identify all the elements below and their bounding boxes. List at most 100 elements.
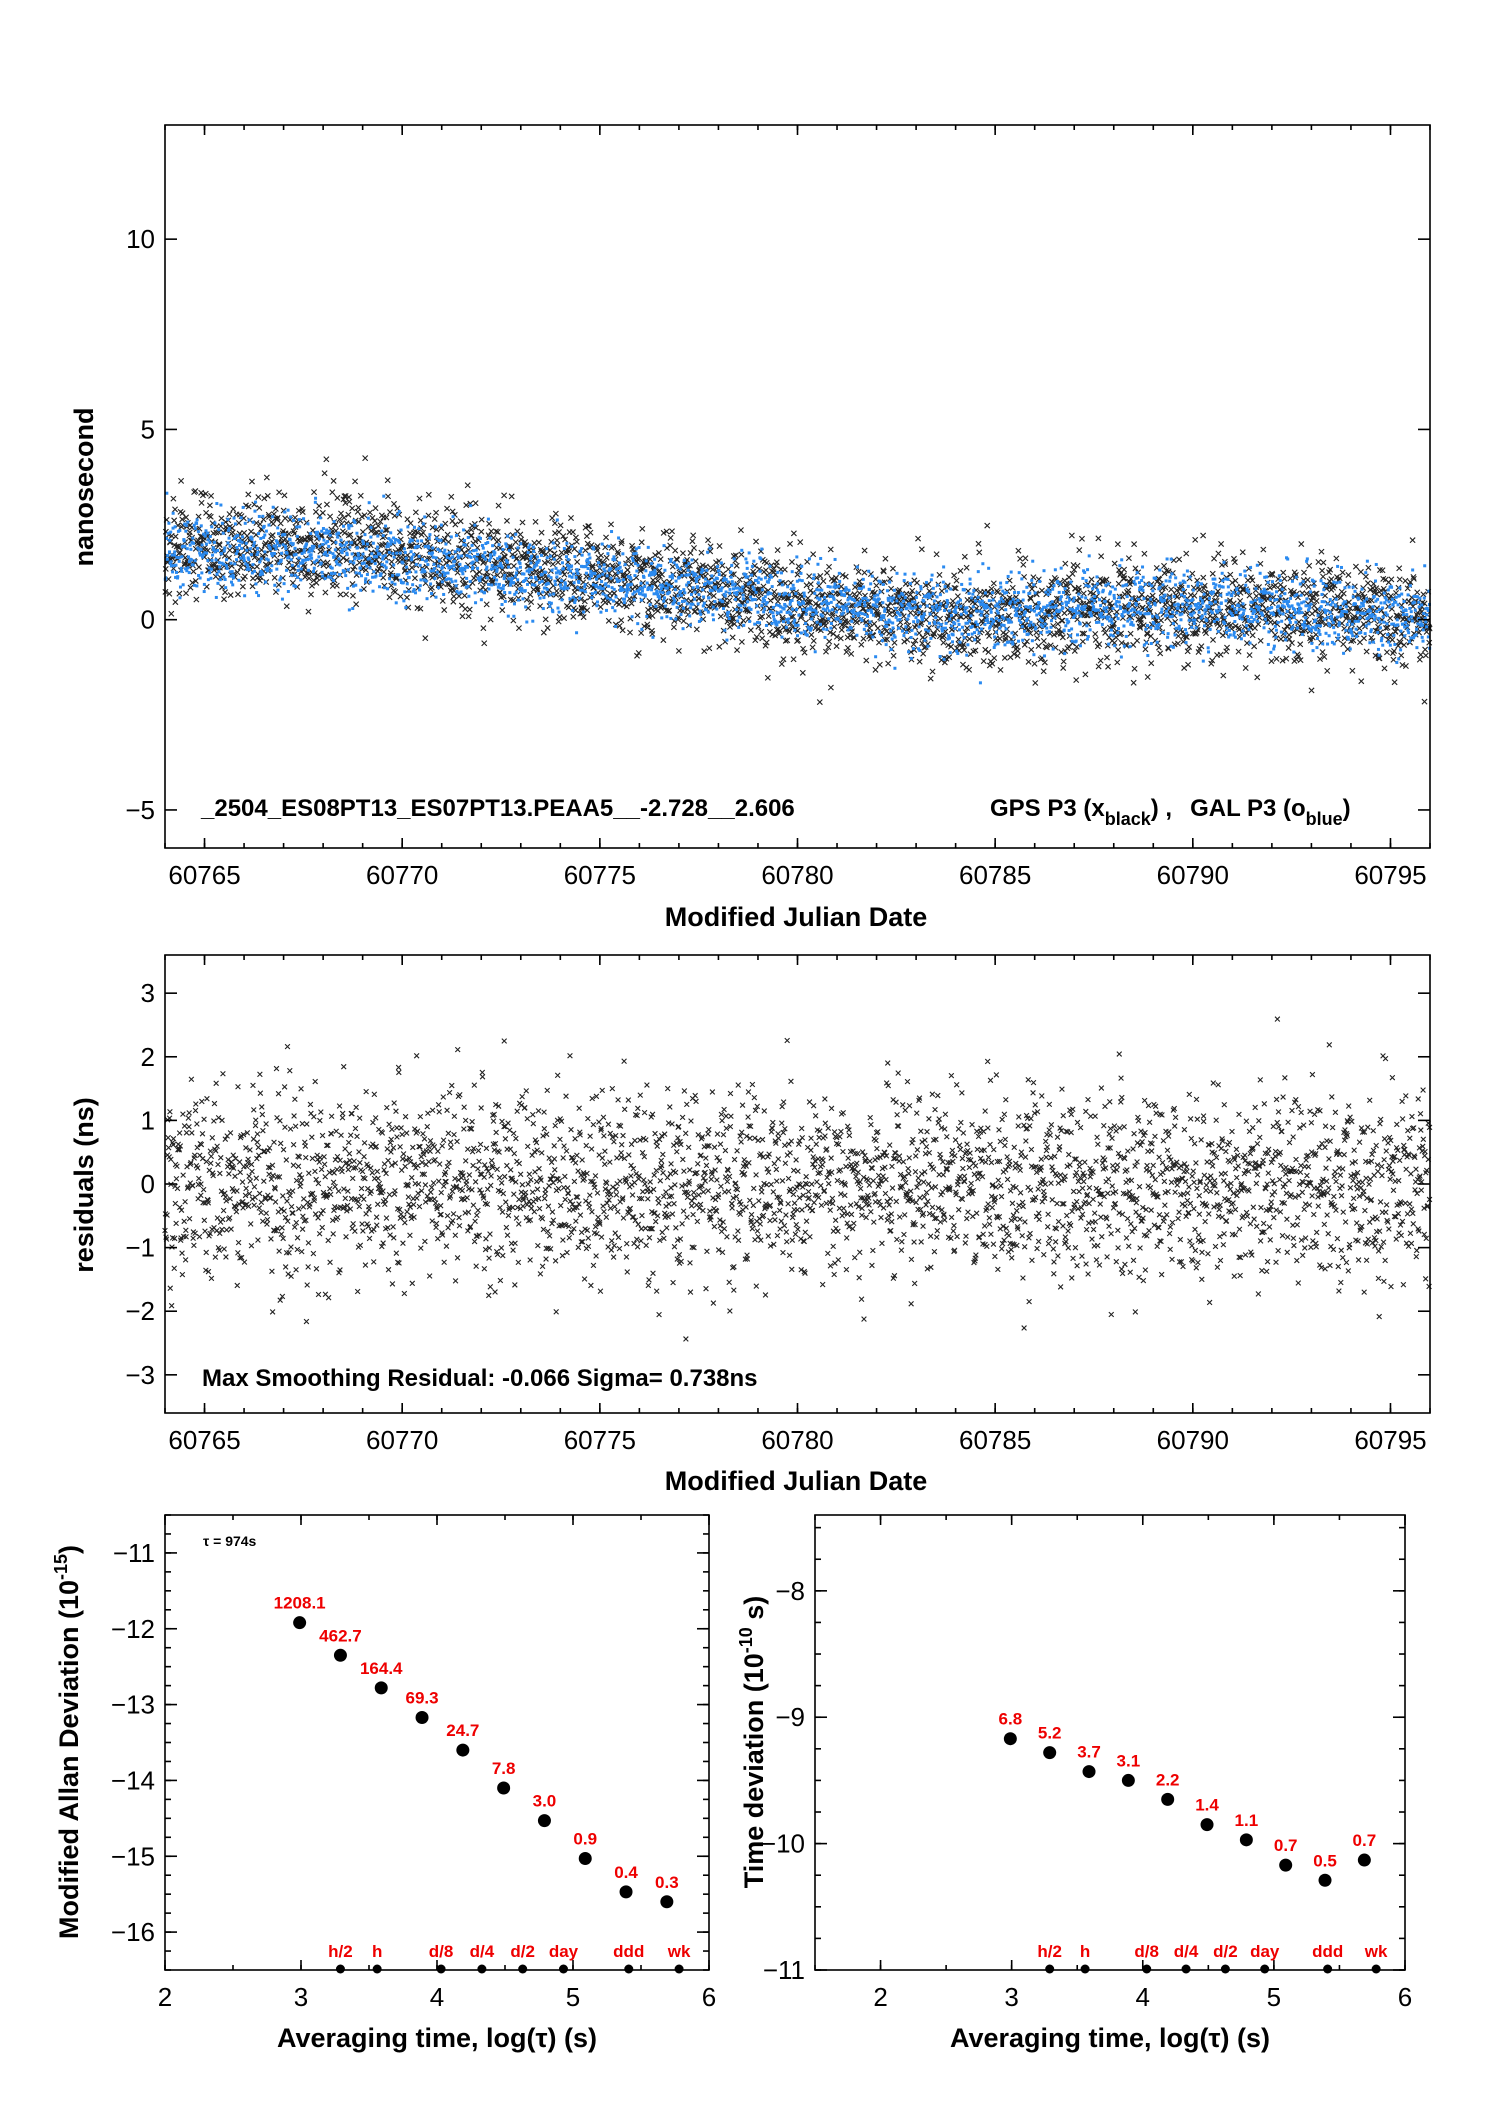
gal-point <box>1033 591 1037 595</box>
gps-point <box>333 582 340 589</box>
gal-point <box>598 565 602 569</box>
gal-point <box>765 601 769 605</box>
gps-point <box>343 557 350 564</box>
gps-point <box>416 495 423 502</box>
gal-point <box>787 593 791 597</box>
gal-point <box>593 590 597 594</box>
gal-point <box>894 615 898 619</box>
gal-point <box>189 547 193 551</box>
gal-point <box>470 543 474 547</box>
gal-point <box>608 597 612 601</box>
gal-point <box>482 591 486 595</box>
gal-point <box>171 570 175 574</box>
gal-point <box>674 579 678 583</box>
gal-point <box>778 579 782 583</box>
gal-point <box>489 556 493 560</box>
gal-point <box>831 590 835 594</box>
gal-point <box>444 552 448 556</box>
gal-point <box>347 523 351 527</box>
gal-point <box>241 535 245 539</box>
gps-point <box>510 617 517 624</box>
gal-point <box>466 584 470 588</box>
gal-point <box>752 559 756 563</box>
gps-point <box>397 593 404 600</box>
gal-point <box>543 570 547 574</box>
gal-point <box>187 571 191 575</box>
gal-point <box>770 621 774 625</box>
gps-point <box>221 596 228 603</box>
gal-point <box>397 573 401 577</box>
gps-point <box>271 574 278 581</box>
gal-point <box>510 536 514 540</box>
gal-point <box>748 580 752 584</box>
gal-point <box>707 596 711 600</box>
gal-point <box>891 621 895 625</box>
gal-point <box>683 599 687 603</box>
gal-point <box>728 587 732 591</box>
gps-point <box>499 607 506 614</box>
gal-point <box>1005 581 1009 585</box>
gal-point <box>397 510 401 514</box>
gal-point <box>688 614 692 618</box>
gal-point <box>548 604 552 608</box>
gal-point <box>983 622 987 626</box>
gps-point <box>199 492 206 499</box>
gal-point <box>285 568 289 572</box>
gal-point <box>650 562 654 566</box>
gal-point <box>186 566 190 570</box>
gal-point <box>253 509 257 513</box>
gal-point <box>427 536 431 540</box>
gal-point <box>665 586 669 590</box>
gal-point <box>442 551 446 555</box>
gal-point <box>823 635 827 639</box>
gal-point <box>706 550 710 554</box>
gal-point <box>529 576 533 580</box>
gal-point <box>549 576 553 580</box>
gps-point <box>318 532 325 539</box>
gal-point <box>1028 591 1032 595</box>
gps-point <box>368 528 375 535</box>
gal-point <box>710 589 714 593</box>
gal-point <box>514 532 518 536</box>
gal-point <box>1032 653 1036 657</box>
gps-point <box>433 509 440 516</box>
gal-point <box>893 635 897 639</box>
gps-point <box>362 567 369 574</box>
gal-point <box>191 536 195 540</box>
gal-point <box>763 576 767 580</box>
gal-point <box>405 572 409 576</box>
gal-point <box>970 624 974 628</box>
gal-point <box>554 566 558 570</box>
gal-point <box>605 596 609 600</box>
gal-point <box>689 592 693 596</box>
gps-point <box>264 492 271 499</box>
gal-point <box>393 582 397 586</box>
gps-point <box>265 511 272 518</box>
gal-point <box>248 547 252 551</box>
gal-point <box>630 615 634 619</box>
gps-point <box>464 482 471 489</box>
gal-point <box>553 583 557 587</box>
gal-point <box>711 613 715 617</box>
gal-point <box>1019 608 1023 612</box>
gal-point <box>809 626 813 630</box>
gal-point <box>241 505 245 509</box>
gal-point <box>938 605 942 609</box>
gal-point <box>999 585 1003 589</box>
gal-point <box>662 599 666 603</box>
gal-point <box>937 621 941 625</box>
gal-point <box>174 563 178 567</box>
gal-point <box>379 572 383 576</box>
gal-point <box>791 583 795 587</box>
gps-point <box>444 581 451 588</box>
gal-point <box>639 581 643 585</box>
gal-point <box>741 593 745 597</box>
gal-point <box>504 542 508 546</box>
gal-point <box>468 580 472 584</box>
gps-point <box>308 591 314 598</box>
gal-point <box>282 582 286 586</box>
gal-point <box>571 609 575 613</box>
gal-point <box>799 571 803 575</box>
gal-point <box>753 622 757 626</box>
gal-point <box>184 529 188 533</box>
